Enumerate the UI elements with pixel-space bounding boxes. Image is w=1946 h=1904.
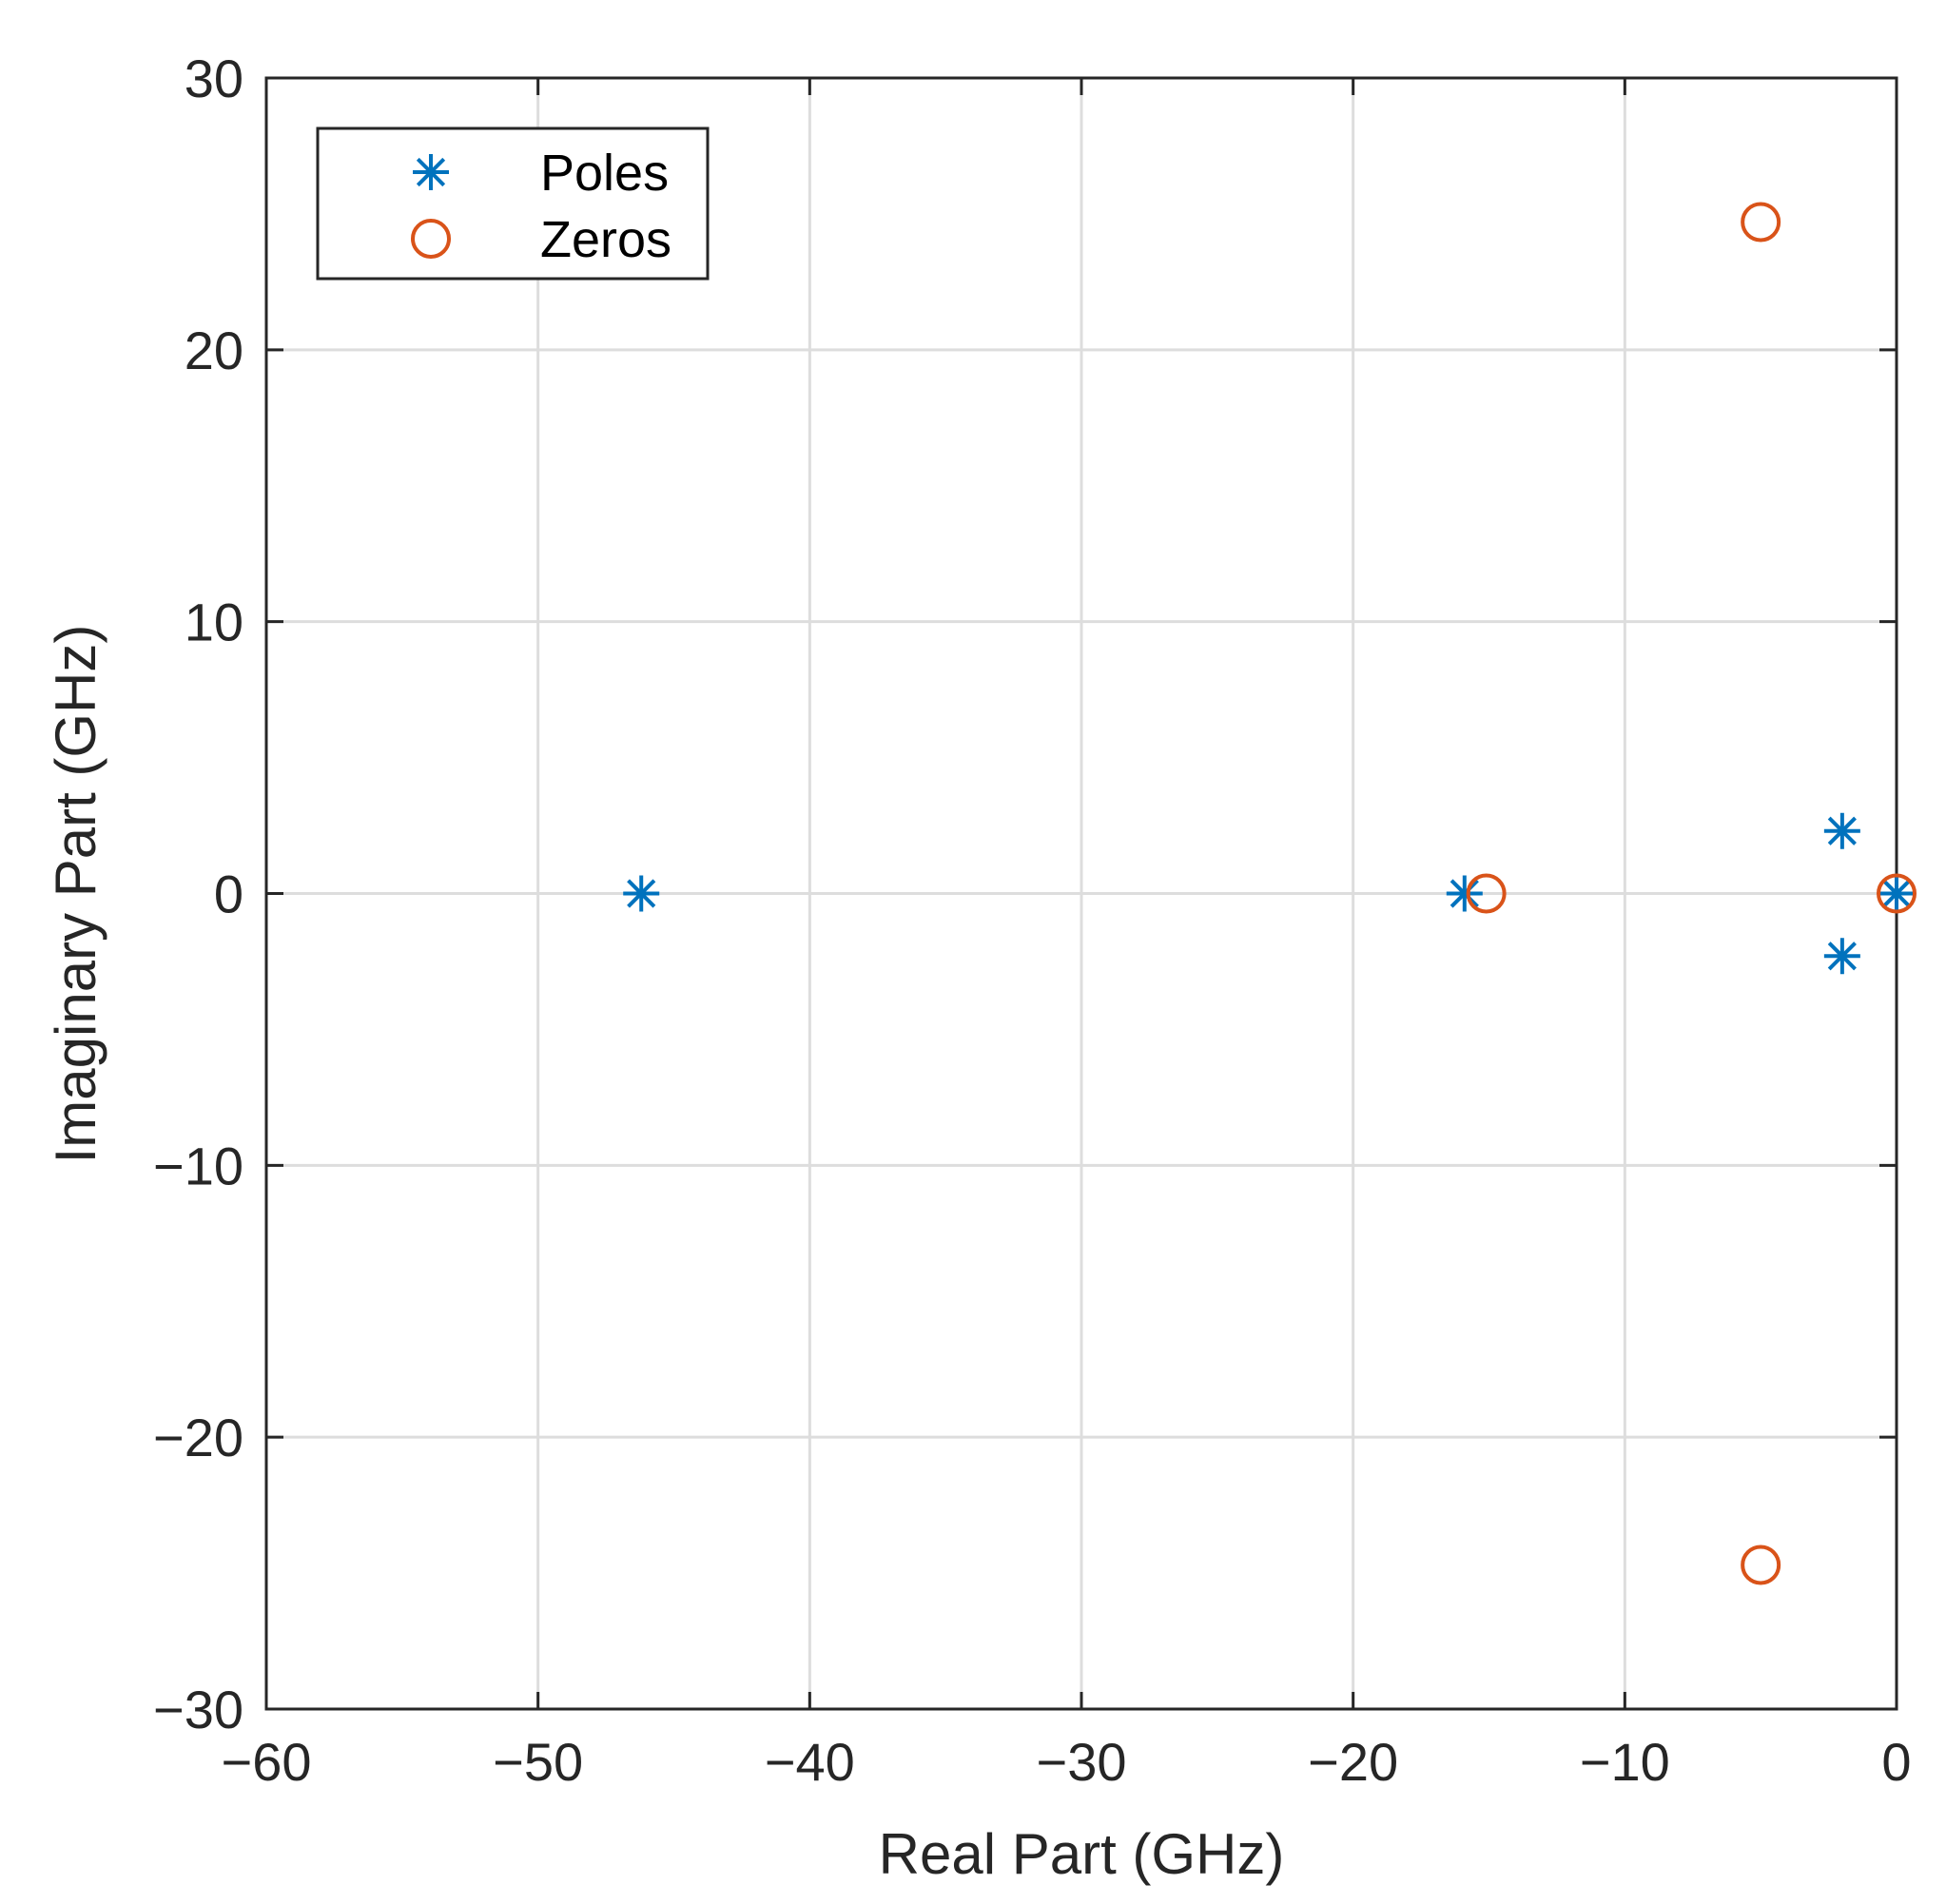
zero-marker [1741,1545,1781,1585]
y-tick-label: −30 [153,1680,243,1739]
y-tick-label: 30 [185,49,243,108]
y-tick-label: −10 [153,1136,243,1195]
pole-marker [1446,875,1483,912]
legend-zeros-marker-icon [411,219,451,259]
zero-marker [1877,873,1917,914]
legend-poles-marker-icon [413,154,449,190]
pole-marker [1823,812,1860,849]
legend-circle [411,219,451,259]
grid-lines [266,78,1897,1709]
x-tick-label: −50 [493,1732,583,1792]
legend-label-zeros: Zeros [540,211,671,268]
y-tick-label: 20 [185,321,243,380]
y-axis-title: Imaginary Part (GHz) [44,625,107,1164]
pole-marker [1823,938,1860,975]
x-tick-label: −60 [222,1732,312,1792]
x-tick-label: −20 [1308,1732,1398,1792]
x-tick-label: −30 [1037,1732,1127,1792]
data-markers [623,202,1917,1585]
legend-label-poles: Poles [540,145,669,202]
legend-box [316,126,710,281]
legend-asterisk [413,154,449,190]
zero-marker [1466,873,1507,914]
x-tick-label: −40 [765,1732,855,1792]
y-tick-label: 10 [185,593,243,652]
y-tick-label: −20 [153,1408,243,1467]
y-tick-label: 0 [214,865,243,924]
x-tick-label: 0 [1881,1732,1911,1792]
pole-marker [623,875,660,912]
zero-marker [1741,202,1781,243]
pole-marker [1878,875,1915,912]
x-tick-label: −10 [1580,1732,1670,1792]
legend: Poles Zeros [316,126,710,281]
x-tick-labels: −60 −50 −40 −30 −20 −10 0 [222,1732,1912,1792]
y-tick-labels: −30 −20 −10 0 10 20 30 [153,49,243,1739]
x-axis-title: Real Part (GHz) [879,1822,1285,1886]
